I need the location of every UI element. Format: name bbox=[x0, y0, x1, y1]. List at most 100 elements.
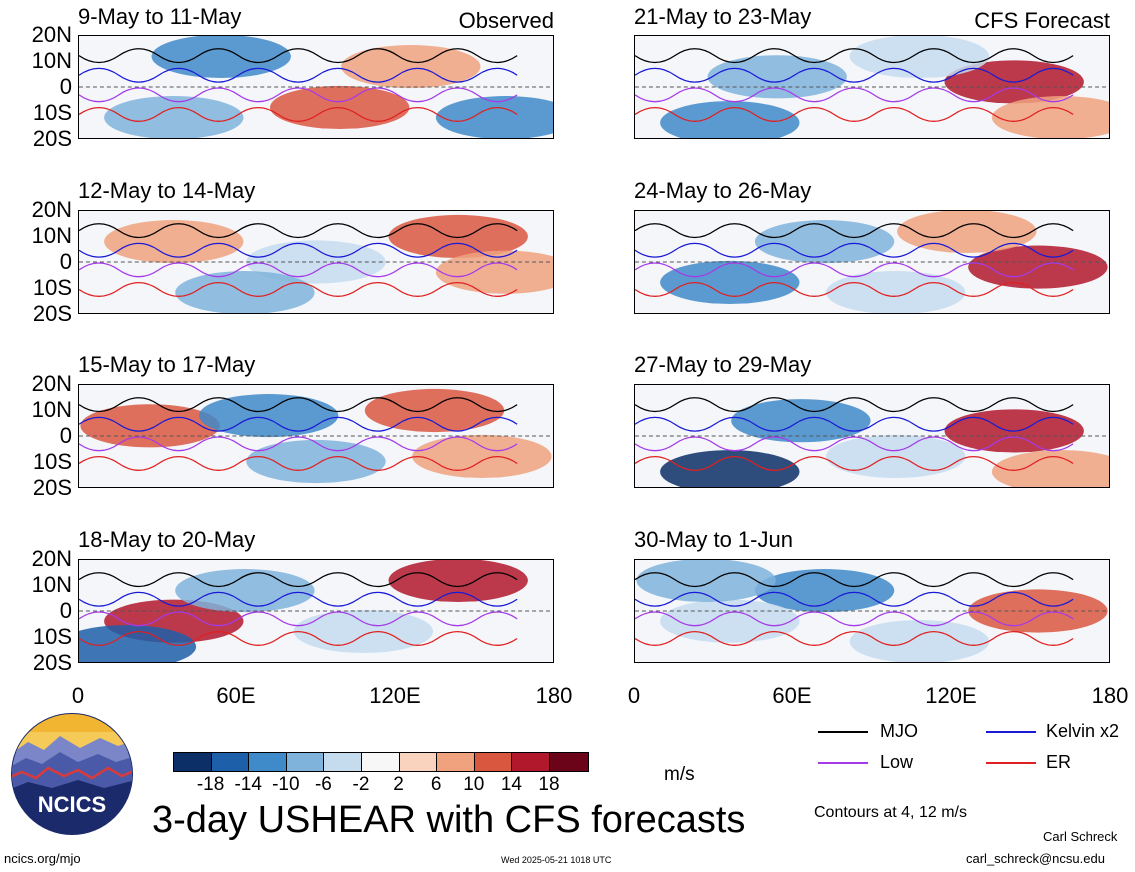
site-url: ncics.org/mjo bbox=[4, 851, 81, 866]
colorbar-bin bbox=[324, 753, 362, 771]
map-panel-forecast-2 bbox=[634, 210, 1110, 314]
y-tick-label: 10S bbox=[32, 624, 72, 649]
colorbar-tick: -10 bbox=[272, 774, 300, 795]
anomaly-region bbox=[754, 220, 895, 264]
anomaly-region bbox=[660, 101, 800, 138]
anomaly-region bbox=[660, 450, 800, 487]
legend-swatch-kelvin bbox=[986, 731, 1036, 733]
contour-line bbox=[79, 281, 518, 297]
map-panel-observed-4 bbox=[78, 559, 554, 663]
anomaly-region bbox=[991, 450, 1109, 487]
map-panel-forecast-4 bbox=[634, 559, 1110, 663]
contour-line bbox=[79, 397, 518, 413]
colorbar-tick: -18 bbox=[196, 774, 225, 795]
panel-title: 12-May to 14-May bbox=[78, 178, 256, 203]
colorbar-bin bbox=[512, 753, 550, 771]
anomaly-region bbox=[754, 569, 895, 613]
anomaly-region bbox=[104, 220, 244, 264]
legend-swatch-er bbox=[986, 762, 1036, 764]
legend-label-mjo: MJO bbox=[880, 721, 918, 741]
anomaly-region bbox=[246, 240, 386, 284]
y-tick-label: 10N bbox=[31, 223, 72, 248]
contour-line bbox=[79, 67, 518, 83]
colorbar-tick: -6 bbox=[314, 774, 332, 795]
x-tick-label: 60E bbox=[772, 683, 812, 708]
anomaly-region bbox=[175, 271, 315, 313]
shear-field bbox=[635, 211, 1109, 313]
panel-title: 30-May to 1-Jun bbox=[634, 527, 793, 552]
contour-line bbox=[79, 436, 518, 452]
author-name: Carl Schreck bbox=[1043, 829, 1118, 844]
contour-line bbox=[635, 572, 1074, 588]
y-tick-label: 0 bbox=[59, 74, 72, 99]
contour-line bbox=[79, 262, 518, 278]
colorbar-bin bbox=[549, 753, 588, 771]
units-label: m/s bbox=[664, 764, 695, 785]
contour-line bbox=[635, 87, 1074, 103]
contour-line bbox=[635, 611, 1074, 627]
anomaly-region bbox=[849, 36, 990, 78]
colorbar-bin bbox=[211, 753, 250, 771]
x-tick-label: 0 bbox=[627, 683, 641, 708]
contour-line bbox=[79, 591, 518, 607]
anomaly-region bbox=[826, 271, 966, 313]
shear-field bbox=[635, 397, 1109, 487]
shear-field bbox=[79, 560, 553, 662]
anomaly-region bbox=[412, 434, 552, 478]
anomaly-region bbox=[991, 96, 1109, 138]
y-tick-label: 20N bbox=[31, 197, 72, 222]
forecast-header: CFS Forecast bbox=[974, 8, 1110, 33]
contour-line bbox=[79, 87, 518, 103]
y-tick-label: 10N bbox=[31, 48, 72, 73]
chart-title: 3-day USHEAR with CFS forecasts bbox=[152, 799, 746, 841]
contour-line bbox=[79, 223, 518, 239]
anomaly-region bbox=[79, 625, 197, 662]
y-tick-label: 20N bbox=[31, 546, 72, 571]
anomaly-region bbox=[849, 620, 990, 662]
shear-field bbox=[79, 36, 553, 138]
contour-line bbox=[79, 572, 518, 588]
legend-swatch-mjo bbox=[818, 731, 868, 733]
contour-line bbox=[635, 223, 1074, 239]
contour-line bbox=[79, 416, 518, 432]
contour-line bbox=[635, 455, 1074, 471]
y-tick-label: 10S bbox=[32, 275, 72, 300]
anomaly-region bbox=[388, 214, 528, 259]
legend-label-kelvin: Kelvin x2 bbox=[1046, 721, 1120, 741]
contour-line bbox=[635, 591, 1074, 607]
colorbar-bin bbox=[474, 753, 513, 771]
y-tick-label: 10N bbox=[31, 397, 72, 422]
colorbar-bin bbox=[399, 753, 438, 771]
legend-swatch-low bbox=[818, 762, 868, 764]
map-panel-observed-2 bbox=[78, 210, 554, 314]
colorbar-tick: 18 bbox=[538, 774, 560, 795]
y-tick-label: 20N bbox=[31, 371, 72, 396]
anomaly-region bbox=[897, 211, 1037, 253]
contour-line bbox=[635, 436, 1074, 452]
contour-line bbox=[79, 106, 518, 122]
logo-text: NCICS bbox=[38, 792, 106, 817]
legend-label-low: Low bbox=[880, 752, 914, 772]
timestamp: Wed 2025-05-21 1018 UTC bbox=[501, 855, 612, 865]
panel-title: 18-May to 20-May bbox=[78, 527, 256, 552]
panel-title: 24-May to 26-May bbox=[634, 178, 812, 203]
map-panel-observed-3 bbox=[78, 384, 554, 488]
colorbar-bin bbox=[174, 753, 212, 771]
colorbar-tick: 2 bbox=[393, 774, 404, 795]
shear-field bbox=[635, 560, 1109, 662]
anomaly-region bbox=[246, 439, 386, 484]
anomaly-region bbox=[435, 96, 553, 138]
colorbar-tick: 14 bbox=[500, 774, 522, 795]
y-tick-label: 20S bbox=[32, 126, 72, 151]
x-tick-label: 120E bbox=[369, 683, 421, 708]
observed-header: Observed bbox=[458, 8, 554, 33]
x-tick-label: 120E bbox=[925, 683, 977, 708]
anomaly-region bbox=[151, 36, 291, 78]
panel-title: 27-May to 29-May bbox=[634, 352, 812, 377]
colorbar-tick: -14 bbox=[234, 774, 262, 795]
contour-line bbox=[79, 48, 518, 64]
panel-title: 15-May to 17-May bbox=[78, 352, 256, 377]
panel-title: 9-May to 11-May bbox=[78, 4, 242, 29]
contour-line bbox=[79, 242, 518, 258]
x-tick-label: 180 bbox=[535, 683, 573, 708]
